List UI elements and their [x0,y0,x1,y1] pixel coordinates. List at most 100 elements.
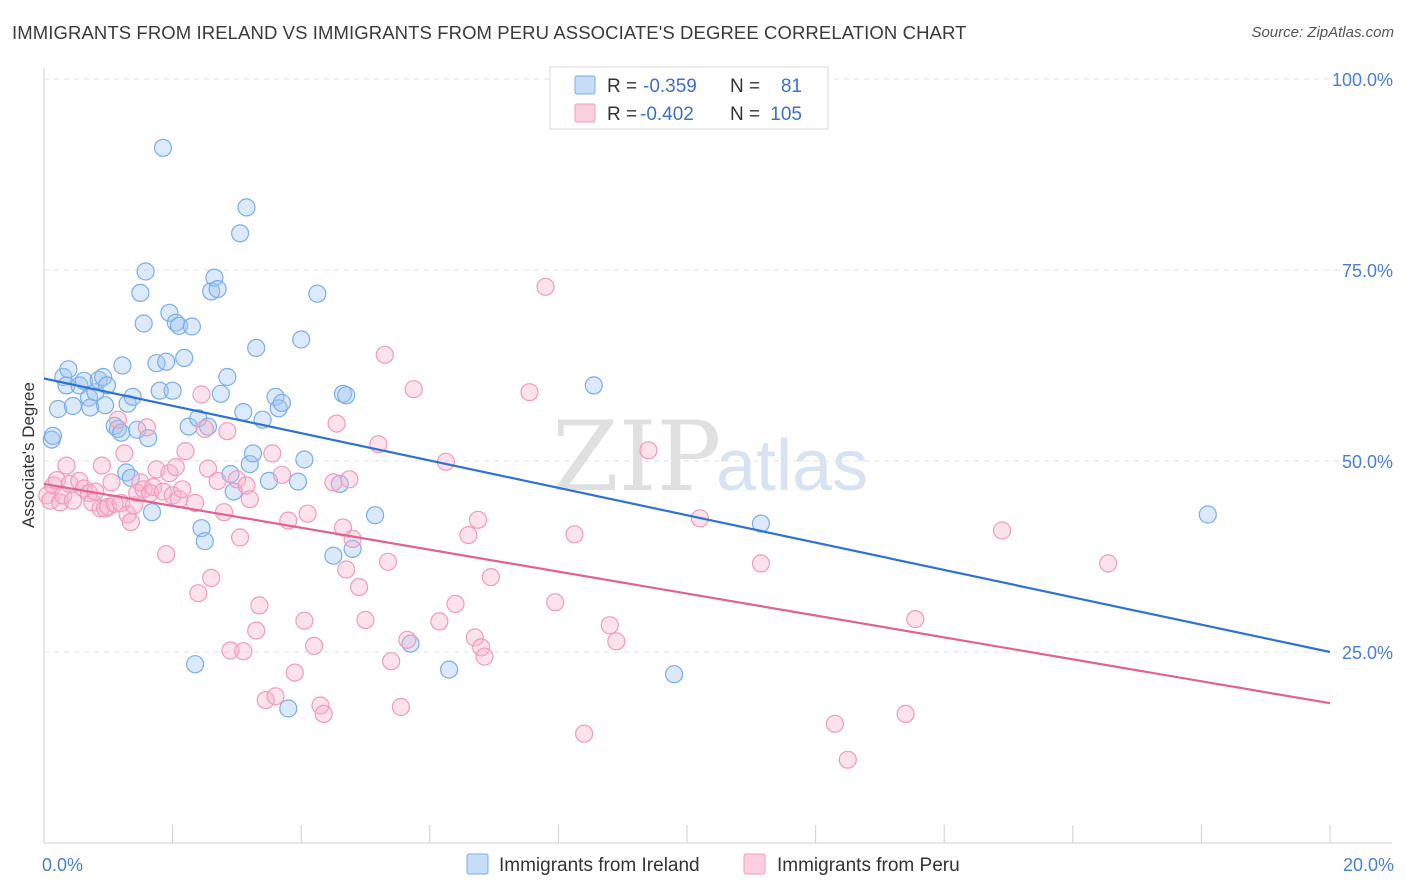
peru-point-105 [896,704,915,724]
peru-point-81 [391,697,410,717]
peru-point-80 [382,652,401,671]
peru-point-49 [218,422,237,441]
peru-point-86 [446,594,465,614]
peru-point-98 [600,616,619,635]
ireland-point-58 [247,338,266,357]
ireland-point-37 [169,316,189,335]
legend-swatch-ireland [574,75,596,95]
legend-n-label-peru: N = [730,104,760,125]
legend-r-label-peru: R = [607,104,637,125]
ireland-point-68 [308,284,327,303]
peru-point-6 [57,456,76,475]
ireland-trend-line [43,377,1331,654]
ireland-point-70 [330,474,349,493]
peru-point-57 [250,596,269,615]
peru-point-24 [121,512,140,532]
series-swatch-peru [743,853,766,875]
peru-point-100 [639,441,658,460]
y-tick-label-3: 100.0% [1332,70,1393,90]
peru-point-103 [825,714,845,733]
ireland-point-38 [175,348,194,367]
ireland-point-50 [218,367,237,387]
ireland-point-25 [131,283,150,302]
peru-point-76 [356,610,375,630]
watermark: ZIP atlas [552,401,868,513]
peru-point-69 [324,473,343,492]
peru-point-82 [398,630,417,649]
peru-point-16 [95,499,115,518]
peru-point-60 [266,687,285,706]
peru-point-43 [192,385,211,404]
peru-point-104 [838,750,857,769]
peru-point-63 [285,663,304,682]
ireland-point-10 [81,398,100,417]
peru-point-107 [992,521,1012,540]
peru-point-93 [520,383,539,402]
peru-point-20 [108,410,128,429]
ireland-point-45 [198,417,218,436]
ireland-point-2 [48,399,68,419]
peru-point-84 [430,612,449,631]
ireland-point-35 [163,381,182,400]
watermark-zip: ZIP [552,401,721,513]
peru-point-18 [102,473,121,492]
ireland-point-33 [157,352,176,371]
ireland-point-27 [136,262,155,281]
peru-point-59 [263,444,282,463]
chart-source: Source: ZipAtlas.com [1251,24,1394,41]
ireland-point-56 [240,455,259,474]
ireland-point-66 [292,330,311,349]
series-swatch-ireland [466,853,489,875]
ireland-point-44 [195,532,214,551]
legend-box [549,66,829,130]
peru-point-95 [546,593,565,612]
data-points [38,138,1217,769]
legend-r-value-ireland: -0.359 [643,76,697,97]
peru-point-14 [91,499,110,518]
legend-n-value-peru: 105 [770,104,802,125]
peru-point-66 [305,636,324,656]
peru-point-83 [404,380,423,399]
ireland-point-77 [584,376,603,395]
peru-point-70 [327,414,346,433]
peru-point-50 [221,641,240,660]
ireland-point-47 [205,268,224,287]
peru-point-47 [208,471,227,490]
peru-point-97 [574,724,594,743]
peru-point-88 [465,628,484,647]
ireland-point-49 [211,384,230,403]
trend-lines [43,377,1331,705]
y-tick-label-2: 75.0% [1342,261,1393,281]
ireland-point-31 [150,381,169,400]
y-tick-label-0: 25.0% [1342,643,1393,663]
ireland-point-48 [208,280,227,299]
legend-r-value-peru: -0.402 [640,104,694,125]
peru-point-89 [468,510,488,529]
y-tick-label-1: 50.0% [1342,452,1393,472]
ireland-point-62 [269,399,288,418]
grid-lines [44,78,1392,653]
peru-point-65 [298,504,317,523]
peru-point-33 [153,482,173,501]
peru-point-56 [247,621,266,640]
peru-point-42 [189,584,208,603]
peru-point-40 [176,442,195,461]
peru-point-96 [565,525,584,544]
ireland-point-54 [234,403,253,422]
series-legend: Immigrants from Ireland Immigrants from … [466,853,960,876]
legend: R = -0.359 N = 81 R = -0.402 N = 105 [549,66,829,130]
peru-point-106 [906,609,925,629]
watermark-atlas: atlas [716,426,868,506]
peru-point-31 [144,477,163,497]
peru-point-87 [459,525,478,545]
peru-point-22 [115,444,134,463]
ireland-point-65 [288,472,308,491]
peru-point-72 [337,560,356,579]
ireland-point-69 [324,546,343,565]
peru-point-64 [295,611,314,630]
peru-point-53 [234,642,253,661]
y-axis-label: Associate's Degree [19,382,38,528]
ireland-point-14 [95,396,115,415]
ireland-point-34 [160,303,179,322]
